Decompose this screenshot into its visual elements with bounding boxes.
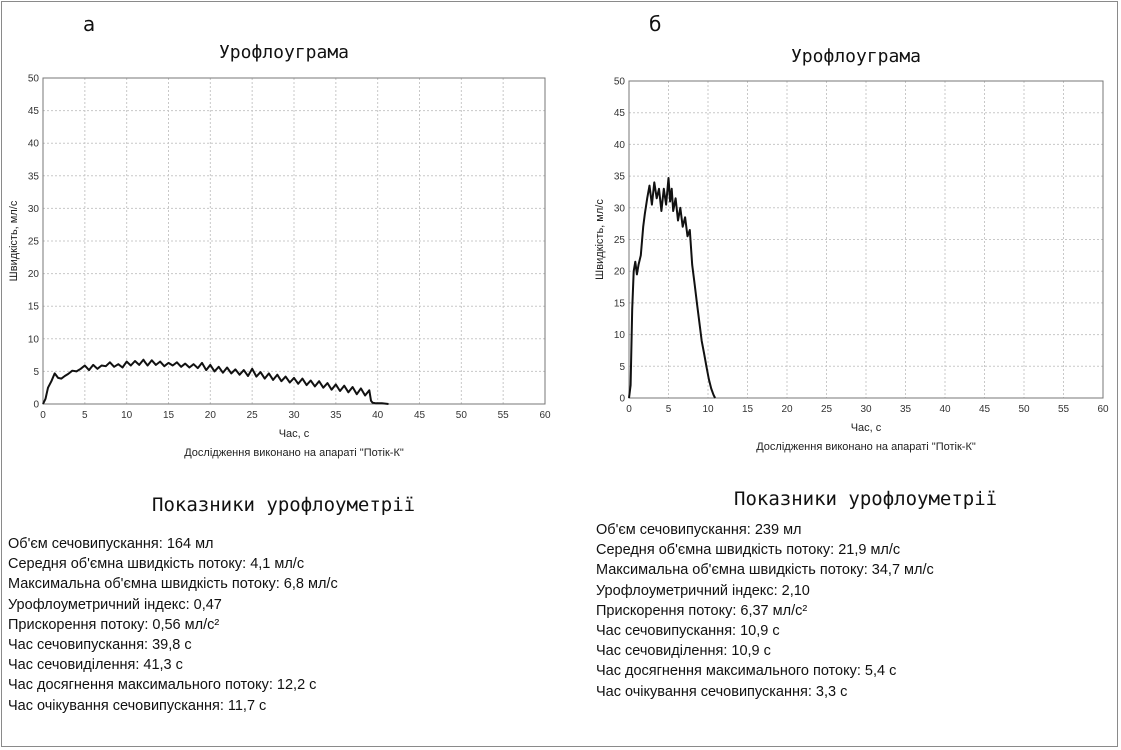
x-tick-label: 20	[781, 404, 793, 415]
uroflowgram-chart-a: Урофлоуграма 0 5 10 15 20 25 30 35 40 45 50 55 60 0 5 10…	[8, 42, 551, 459]
stat-line: Час сечовиділення: 41,3 с	[8, 657, 183, 674]
plot-area	[42, 77, 546, 405]
y-tick-label: 50	[614, 77, 626, 88]
y-tick-label: 5	[619, 362, 625, 373]
y-tick-label: 25	[614, 235, 626, 246]
x-axis-label: Час, с	[279, 428, 310, 440]
stat-line: Максимальна об'ємна швидкість потоку: 34…	[596, 562, 934, 579]
flow-series-line	[42, 358, 389, 405]
x-tick-label: 30	[288, 410, 300, 421]
y-tick-label: 0	[33, 400, 39, 411]
uroflowgram-chart-b: Урофлоуграма 0 5 10 15 20 25 30 35 40 45 50 55 60 0 5 10…	[594, 46, 1109, 453]
stat-line: Час досягнення максимального потоку: 5,4…	[596, 663, 897, 680]
y-tick-label: 40	[28, 139, 40, 150]
y-tick-label: 30	[28, 204, 40, 215]
stat-line: Середня об'ємна швидкість потоку: 4,1 мл…	[8, 556, 305, 573]
stat-line: Час сечовиділення: 10,9 с	[596, 643, 771, 660]
chart-title: Урофлоуграма	[219, 42, 349, 63]
x-tick-label: 0	[626, 404, 632, 415]
stat-line: Прискорення потоку: 0,56 мл/с²	[8, 616, 220, 633]
stat-line: Прискорення потоку: 6,37 мл/с²	[596, 602, 808, 619]
x-tick-label: 35	[330, 410, 342, 421]
stats-list-a: Об'єм сечовипускання: 164 мл Середня об'…	[8, 534, 338, 716]
stat-line: Об'єм сечовипускання: 164 мл	[8, 536, 214, 552]
x-tick-label: 10	[121, 410, 133, 421]
stat-line: Урофлоуметричний індекс: 2,10	[596, 582, 810, 599]
stat-line: Час сечовипускання: 10,9 с	[596, 622, 780, 639]
stat-line: Час сечовипускання: 39,8 с	[8, 636, 192, 653]
x-tick-label: 5	[82, 410, 88, 421]
y-tick-label: 40	[614, 140, 626, 151]
y-tick-label: 10	[28, 334, 40, 345]
y-tick-label: 50	[28, 74, 40, 85]
stat-line: Час очікування сечовипускання: 3,3 с	[596, 683, 848, 700]
y-tick-label: 45	[614, 108, 626, 119]
stat-line: Об'єм сечовипускання: 239 мл	[596, 522, 802, 538]
x-tick-label: 15	[742, 404, 754, 415]
panel-letter-a: а	[83, 12, 96, 36]
panel-letter-b: б	[649, 12, 662, 36]
y-tick-label: 35	[614, 172, 626, 183]
x-tick-label: 50	[456, 410, 468, 421]
chart-caption: Дослідження виконано на апараті "Потік-К…	[184, 447, 404, 459]
x-tick-label: 10	[702, 404, 714, 415]
x-axis-label: Час, с	[851, 422, 882, 434]
y-tick-label: 15	[614, 298, 626, 309]
x-tick-label: 55	[1058, 404, 1070, 415]
x-tick-label: 55	[498, 410, 510, 421]
x-tick-label: 30	[860, 404, 872, 415]
y-tick-label: 5	[33, 367, 39, 378]
x-tick-label: 20	[205, 410, 217, 421]
x-tick-label: 50	[1018, 404, 1030, 415]
y-tick-label: 20	[28, 269, 40, 280]
stat-line: Час очікування сечовипускання: 11,7 с	[8, 697, 267, 714]
y-tick-label: 15	[28, 302, 40, 313]
x-tick-label: 40	[939, 404, 951, 415]
x-tick-label: 25	[821, 404, 833, 415]
x-tick-label: 5	[666, 404, 672, 415]
flow-series-line	[628, 177, 716, 399]
y-tick-label: 10	[614, 330, 626, 341]
y-tick-label: 0	[619, 394, 625, 405]
panel-b: б Урофлоуграма 0 5 10 15 20 25 30 35 40 45 50 55 60 0 5…	[560, 0, 1121, 750]
x-tick-label: 45	[979, 404, 991, 415]
x-tick-label: 35	[900, 404, 912, 415]
stat-line: Середня об'ємна швидкість потоку: 21,9 м…	[596, 542, 901, 559]
y-tick-label: 20	[614, 267, 626, 278]
x-tick-label: 15	[163, 410, 175, 421]
stats-title-b: Показники урофлоуметрії	[734, 488, 998, 510]
chart-caption: Дослідження виконано на апараті "Потік-К…	[756, 441, 976, 453]
x-tick-label: 0	[40, 410, 46, 421]
y-tick-label: 25	[28, 237, 40, 248]
x-tick-label: 25	[247, 410, 259, 421]
stats-list-b: Об'єм сечовипускання: 239 мл Середня об'…	[596, 520, 934, 702]
y-axis-label: Швидкість, мл/с	[8, 200, 20, 281]
y-tick-label: 35	[28, 171, 40, 182]
stat-line: Час досягнення максимального потоку: 12,…	[8, 677, 317, 694]
y-axis-label: Швидкість, мл/с	[594, 199, 606, 280]
x-tick-label: 40	[372, 410, 384, 421]
panel-a: а Урофлоуграма 0 5 10 15 20 25 30 35 40 45 50 55 60 0 5…	[0, 0, 560, 750]
x-tick-label: 60	[539, 410, 551, 421]
stat-line: Максимальна об'ємна швидкість потоку: 6,…	[8, 576, 338, 593]
y-tick-label: 30	[614, 203, 626, 214]
x-tick-label: 60	[1097, 404, 1109, 415]
stat-line: Урофлоуметричний індекс: 0,47	[8, 596, 222, 613]
chart-title: Урофлоуграма	[791, 46, 921, 67]
stats-title-a: Показники урофлоуметрії	[152, 494, 416, 516]
x-tick-label: 45	[414, 410, 426, 421]
plot-area	[628, 80, 1104, 399]
y-tick-label: 45	[28, 106, 40, 117]
